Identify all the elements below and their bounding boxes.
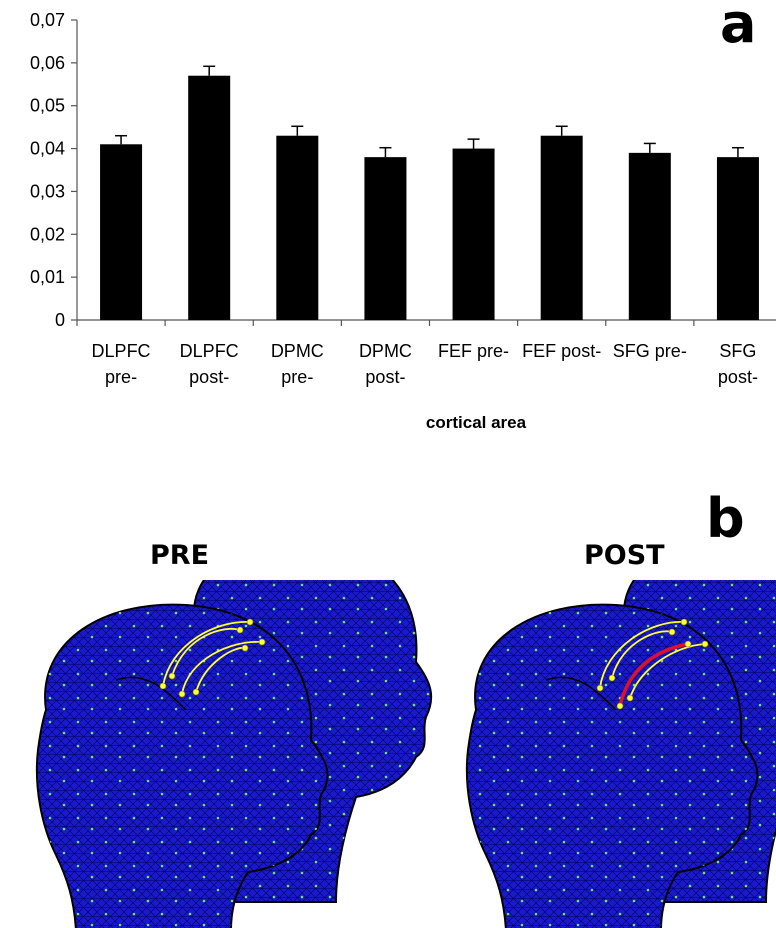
y-tick-label: 0,06 [30, 53, 65, 73]
bar [716, 157, 759, 320]
head-models [35, 580, 776, 928]
x-tick-label: DPMC pre- [271, 341, 324, 387]
x-tick-label: DLPFC post- [180, 341, 239, 387]
bar [540, 135, 583, 320]
pre-head-model [35, 580, 433, 928]
y-axis: 0 0,01 0,02 0,03 0,04 0,05 0,06 0,07 [30, 10, 78, 330]
pre-front-head [35, 603, 329, 928]
y-tick-label: 0,01 [30, 267, 65, 287]
panel-b-letter: b [706, 487, 745, 550]
panel-a-letter: a [720, 0, 756, 55]
bar [276, 135, 319, 320]
pre-connections [159, 618, 266, 698]
post-head-model [465, 580, 776, 928]
y-tick-label: 0,05 [30, 96, 65, 116]
x-axis: DLPFC pre- DLPFC post- DPMC pre- DPMC post- FEF … [76, 319, 776, 387]
y-tick-label: 0,03 [30, 181, 65, 201]
bar-chart: 00,010,020,030,040,050,060,07 DLPFC pre-D… [30, 0, 776, 432]
x-tick-label: FEF pre- [438, 341, 509, 361]
bars [100, 65, 759, 320]
pre-label: PRE [150, 540, 210, 571]
x-tick-label: DLPFC pre- [92, 341, 151, 387]
y-tick-label: 0,04 [30, 139, 65, 159]
post-connections [596, 618, 709, 710]
x-tick-label: SFG pre- [613, 341, 687, 361]
bar [100, 144, 143, 320]
x-axis-title: cortical area [426, 413, 527, 432]
bar [364, 157, 407, 320]
x-tick-label: SFG post- [718, 341, 758, 387]
y-tick-label: 0 [55, 310, 65, 330]
bar [452, 148, 495, 320]
y-tick-label: 0,07 [30, 10, 65, 30]
bar [628, 152, 671, 320]
post-front-head [465, 603, 759, 928]
post-label: POST [584, 540, 665, 571]
bar [188, 75, 231, 320]
x-tick-label: DPMC post- [359, 341, 412, 387]
x-tick-label: FEF post- [522, 341, 601, 361]
y-tick-label: 0,02 [30, 224, 65, 244]
